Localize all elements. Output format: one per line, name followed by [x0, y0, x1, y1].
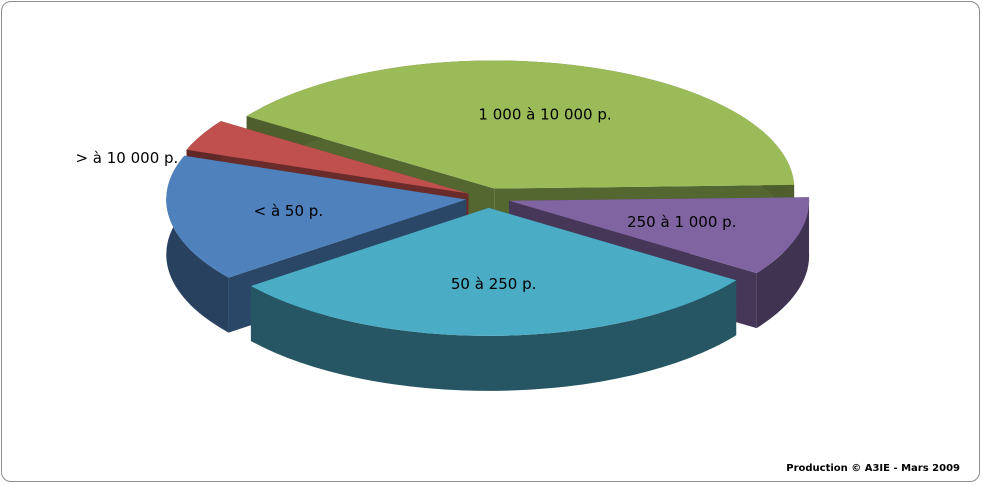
slice-label: < à 50 p.	[254, 202, 323, 220]
slice-top	[246, 60, 795, 189]
slice-wall	[250, 280, 737, 391]
slice-label: 50 à 250 p.	[451, 275, 537, 293]
slice-top	[250, 207, 737, 336]
slice-label: > à 10 000 p.	[75, 149, 178, 167]
slice	[250, 207, 737, 391]
slice-top	[186, 121, 469, 194]
source-note: Production © A3IE - Mars 2009	[786, 463, 960, 474]
slice-top	[509, 197, 810, 274]
slice-label: 250 à 1 000 p.	[627, 213, 736, 231]
slice-wall	[756, 197, 810, 329]
slice-label: 1 000 à 10 000 p.	[478, 105, 611, 123]
slice-top	[166, 155, 467, 278]
